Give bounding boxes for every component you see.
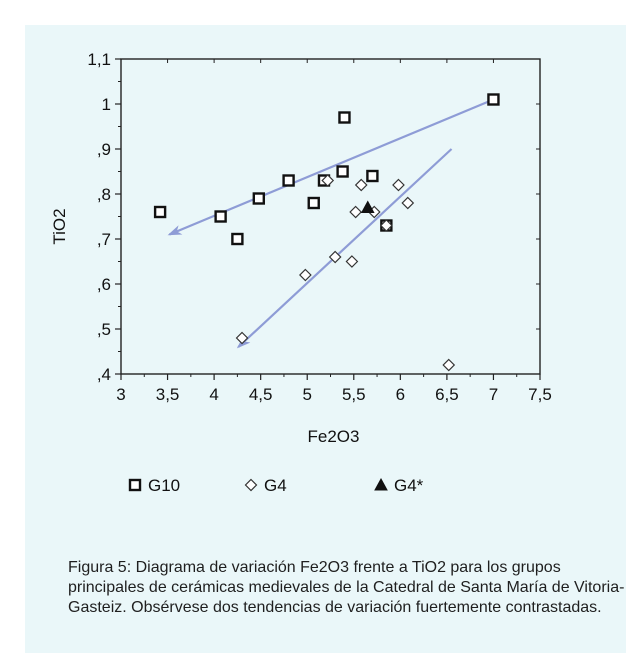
data-point-diamond [392, 178, 405, 192]
x-tick-label: 3,5 [156, 385, 180, 404]
x-tick-label: 7 [489, 385, 498, 404]
legend-marker-diamond [244, 478, 258, 492]
figure-panel: 3 3,5 4 4,5 5 5,5 6 6,5 7 7,5 ,4 ,5 ,6 ,7 ,8 ,9 1 1,1 Fe2O… [25, 25, 626, 653]
x-tick-label: 4 [209, 385, 218, 404]
y-axis-title: TiO2 [50, 208, 69, 244]
legend-label: G4* [394, 476, 424, 495]
legend-marker-square [128, 478, 142, 492]
data-point-square [487, 93, 500, 106]
y-tick-label: ,8 [97, 185, 111, 204]
y-tick-label: ,5 [97, 320, 111, 339]
data-point-diamond [299, 268, 312, 282]
data-point-diamond [235, 331, 249, 345]
y-tick-label: ,6 [97, 275, 111, 294]
y-tick-label: 1 [102, 95, 111, 114]
scatter-chart: 3 3,5 4 4,5 5 5,5 6 6,5 7 7,5 ,4 ,5 ,6 ,7 ,8 ,9 1 1,1 Fe2O… [50, 50, 552, 495]
x-tick-label: 7,5 [528, 385, 552, 404]
trend-arrow [236, 148, 453, 349]
legend-item: G10 [128, 476, 180, 495]
data-point-square [153, 205, 167, 219]
data-point-square [282, 174, 295, 187]
legend-marker-triangle [374, 477, 388, 491]
y-tick-label: 1,1 [87, 50, 111, 69]
data-point-diamond [380, 219, 393, 232]
data-point-square [338, 111, 351, 124]
x-tick-label: 3 [116, 385, 125, 404]
x-axis-title: Fe2O3 [308, 427, 360, 446]
data-point-diamond [345, 255, 359, 268]
y-tick-label: ,9 [97, 140, 111, 159]
data-point-diamond [442, 358, 456, 372]
x-tick-label: 6,5 [435, 385, 459, 404]
legend-item: G4 [244, 476, 287, 495]
data-point-diamond [401, 196, 415, 210]
data-point-diamond [349, 205, 362, 219]
data-point-square [307, 196, 320, 210]
x-tick-label: 5 [302, 385, 311, 404]
data-point-diamond [321, 174, 335, 187]
x-tick-label: 6 [396, 385, 405, 404]
y-tick-label: ,7 [97, 230, 111, 249]
data-point-square [231, 232, 244, 246]
data-point-square [214, 210, 227, 223]
legend-label: G10 [148, 476, 180, 495]
x-tick-label: 5,5 [342, 385, 366, 404]
data-point-square [366, 169, 379, 183]
data-point-diamond [328, 250, 342, 264]
data-point-diamond [354, 178, 368, 192]
data-point-square [252, 192, 266, 205]
data-point-triangle [360, 200, 375, 213]
data-point-square [336, 165, 349, 178]
figure-caption: Figura 5: Diagrama de variación Fe2O3 fr… [68, 559, 625, 616]
x-tick-label: 4,5 [249, 385, 273, 404]
legend-item: G4* [374, 476, 424, 495]
legend-label: G4 [264, 476, 287, 495]
y-tick-label: ,4 [97, 365, 111, 384]
